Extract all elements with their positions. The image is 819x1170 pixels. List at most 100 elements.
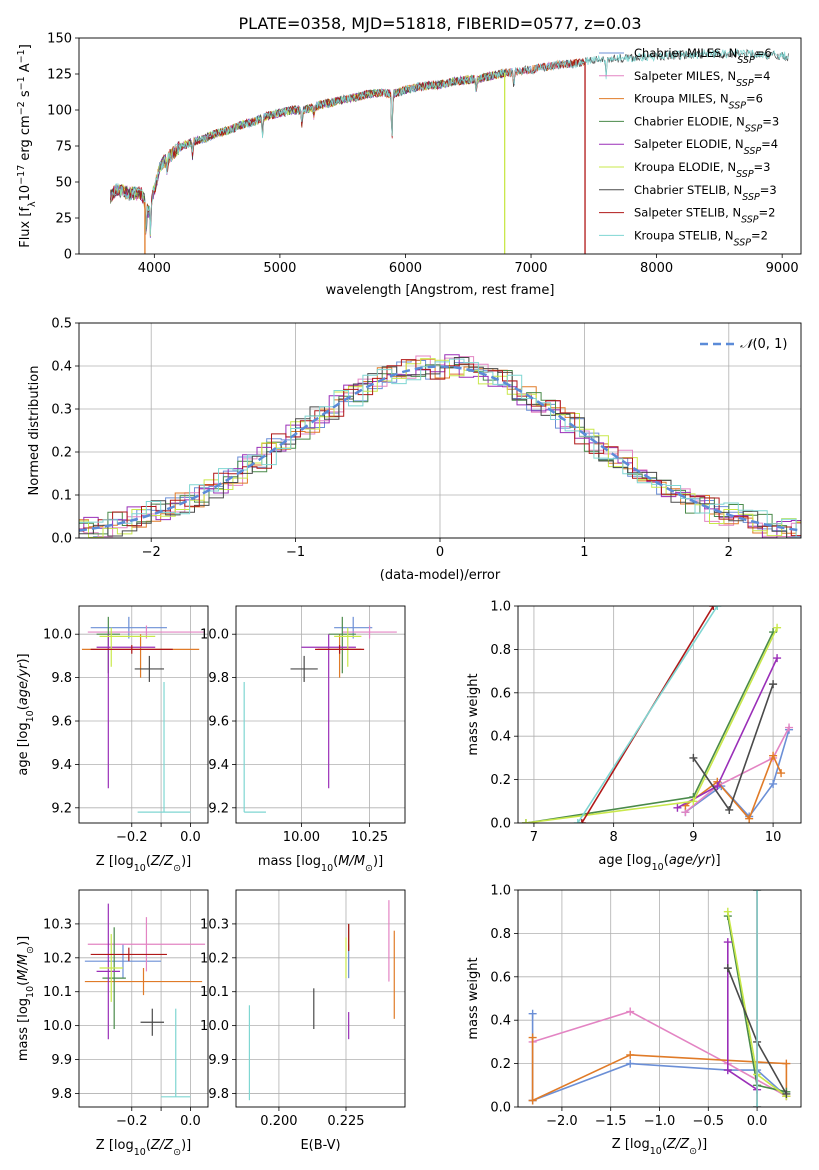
massweight_vs_age-axes: 7 8 9 10 0.0 0.2 0.4 0.6 0.8 1.0 xyxy=(490,600,801,845)
x-tick-label: 10 xyxy=(765,830,782,845)
massweight_vs_age-lines xyxy=(521,606,794,823)
spectrum-legend: Chabrier MILES, NSSP=6 Salpeter MILES, NS… xyxy=(599,46,779,248)
y-tick-label: 0.8 xyxy=(490,927,511,942)
line-kroupa_stelib xyxy=(577,606,718,823)
y-tick-label: 0.4 xyxy=(490,730,511,745)
y-tick-label: 9.8 xyxy=(208,671,229,686)
marker-chabrier_stelib xyxy=(782,1089,791,1098)
y-tick-label: 10.3 xyxy=(200,917,229,932)
y-tick-label: 0.5 xyxy=(51,317,72,332)
age_vs_mass-x-label: mass [log10(M/M⊙)] xyxy=(258,854,383,874)
x-tick-label: 8000 xyxy=(640,261,673,276)
legend-label-chabrier_miles: Chabrier MILES, NSSP=6 xyxy=(634,46,772,66)
massweight_vs_Z-y-label: mass weight xyxy=(466,957,481,1039)
age_vs_Z-x-label: Z [log10(Z/Z⊙)] xyxy=(96,854,191,874)
x-tick-label: −0.5 xyxy=(693,1114,725,1129)
y-tick-label: 25 xyxy=(55,212,72,227)
marker-salpeter_stelib xyxy=(577,819,586,823)
massweight_vs_Z-axes: −2.0 −1.5 −1.0 −0.5 0.0 0.0 0.2 0.4 0.6 0.8 1.0 xyxy=(490,884,801,1129)
legend-label-salpeter_stelib: Salpeter STELIB, NSSP=2 xyxy=(634,206,775,226)
marker-salpeter_miles xyxy=(626,1007,635,1016)
y-tick-label: 9.2 xyxy=(51,801,72,816)
mass_vs_ebv-x-label: E(B-V) xyxy=(300,1138,340,1153)
y-tick-label: 9.4 xyxy=(208,758,229,773)
y-tick-label: 9.8 xyxy=(51,1087,72,1102)
x-tick-label: 5000 xyxy=(263,261,296,276)
massweight_vs_age-frame xyxy=(517,605,802,824)
y-tick-label: 9.2 xyxy=(208,801,229,816)
y-tick-label: 0.1 xyxy=(51,489,72,504)
spectrum-axes: 4000 5000 6000 7000 8000 9000 0 25 50 75 100 125 150 xyxy=(47,32,799,277)
y-tick-label: 10.0 xyxy=(200,628,229,643)
y-tick-label: 0 xyxy=(64,248,72,263)
spectrum-frame xyxy=(78,37,802,255)
line-salpeter_miles xyxy=(684,727,790,813)
line-kroupa_elodie xyxy=(525,627,778,823)
age_vs_Z-y-label: age [log10(age/yr)] xyxy=(16,653,36,775)
marker-kroupa_miles xyxy=(626,1050,635,1059)
y-tick-label: 0.3 xyxy=(51,403,72,418)
y-tick-label: 0.0 xyxy=(51,532,72,547)
y-tick-label: 10.2 xyxy=(43,951,72,966)
y-tick-label: 50 xyxy=(55,176,72,191)
x-tick-label: 0.0 xyxy=(747,1114,768,1129)
figure-title: PLATE=0358, MJD=51818, FIBERID=0577, z=0… xyxy=(238,14,641,33)
mass_vs_Z-axes: −0.2 0.0 9.8 9.9 10.0 10.1 10.2 10.3 xyxy=(43,890,208,1129)
marker-kroupa_stelib xyxy=(573,819,582,823)
marker-chabrier_miles xyxy=(769,779,778,788)
x-tick-label: −1.0 xyxy=(644,1114,676,1129)
y-tick-label: 0.0 xyxy=(490,817,511,832)
massweight_vs_age-y-label: mass weight xyxy=(466,673,481,755)
x-tick-label: 10.25 xyxy=(351,830,388,845)
x-tick-label: 8 xyxy=(610,830,618,845)
legend-label-normal: 𝒩(0, 1) xyxy=(740,337,787,352)
marker-kroupa_stelib xyxy=(713,606,722,610)
x-tick-label: 6000 xyxy=(389,261,422,276)
y-tick-label: 100 xyxy=(47,104,72,119)
x-tick-label: −2.0 xyxy=(546,1114,578,1129)
residuals-x-label: (data-model)/error xyxy=(380,568,501,583)
y-tick-label: 0.2 xyxy=(51,446,72,461)
spectrum-series xyxy=(110,48,789,254)
normal-curve xyxy=(79,365,801,532)
line-salpeter_elodie xyxy=(727,942,758,1091)
y-tick-label: 9.9 xyxy=(51,1053,72,1068)
x-tick-label: 9000 xyxy=(766,261,799,276)
marker-kroupa_miles xyxy=(528,1033,537,1042)
mass_vs_Z-points xyxy=(84,903,206,1098)
marker-salpeter_elodie xyxy=(773,654,782,663)
x-tick-label: 1 xyxy=(580,545,588,560)
marker-kroupa_stelib xyxy=(753,1103,762,1107)
y-tick-label: 0.4 xyxy=(51,360,72,375)
legend-label-chabrier_elodie: Chabrier ELODIE, NSSP=3 xyxy=(634,114,779,133)
age_vs_mass-axes: 10.00 10.25 9.2 9.4 9.6 9.8 10.0 xyxy=(200,606,405,845)
y-tick-label: 10.1 xyxy=(43,985,72,1000)
spectrum-line-kroupa_stelib xyxy=(110,48,789,235)
marker-kroupa_elodie xyxy=(689,797,698,806)
y-tick-label: 9.9 xyxy=(208,1053,229,1068)
y-tick-label: 125 xyxy=(47,68,72,83)
age_vs_Z-frame xyxy=(78,605,209,824)
marker-salpeter_miles xyxy=(785,723,794,732)
y-tick-label: 0.4 xyxy=(490,1014,511,1029)
y-tick-label: 9.8 xyxy=(51,671,72,686)
y-tick-label: 10.0 xyxy=(43,1019,72,1034)
y-tick-label: 1.0 xyxy=(490,884,511,899)
marker-salpeter_elodie xyxy=(673,803,682,812)
mass_vs_Z-y-label: mass [log10(M/M⊙)] xyxy=(16,936,36,1061)
marker-salpeter_stelib xyxy=(709,606,718,610)
x-tick-label: 0.200 xyxy=(260,1114,297,1129)
x-tick-label: 0.225 xyxy=(327,1114,364,1129)
marker-kroupa_miles xyxy=(528,1096,537,1105)
y-tick-label: 0.2 xyxy=(490,773,511,788)
mass_vs_Z-frame xyxy=(78,889,209,1108)
x-tick-label: 0 xyxy=(436,545,444,560)
marker-kroupa_stelib xyxy=(753,890,762,894)
y-tick-label: 10.0 xyxy=(43,628,72,643)
marker-salpeter_elodie xyxy=(723,938,732,947)
x-tick-label: 7000 xyxy=(514,261,547,276)
age_vs_Z-axes: −0.2 0.0 9.2 9.4 9.6 9.8 10.0 xyxy=(43,606,208,845)
line-chabrier_elodie xyxy=(525,631,774,823)
x-tick-label: 0.0 xyxy=(180,1114,201,1129)
massweight_vs_Z-x-label: Z [log10(Z/Z⊙)] xyxy=(612,1137,707,1157)
